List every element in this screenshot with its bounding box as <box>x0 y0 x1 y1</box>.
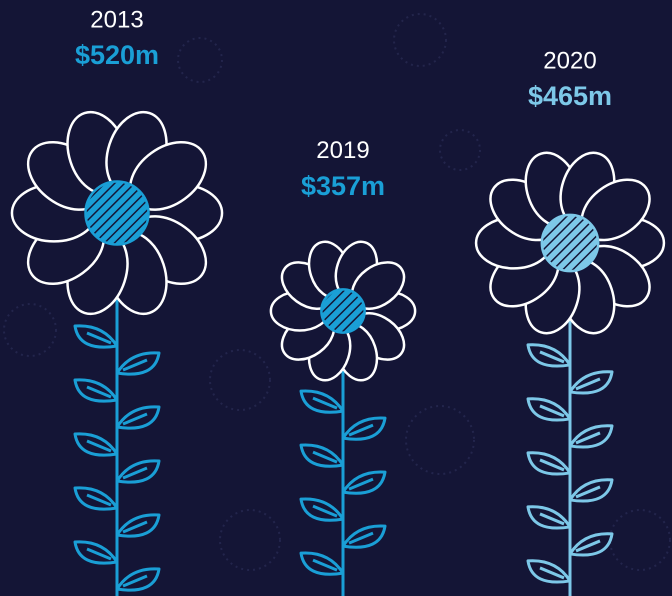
flower <box>12 104 222 321</box>
year-label: 2013 <box>90 6 143 33</box>
leaf <box>117 569 159 590</box>
leaf <box>528 399 570 420</box>
leaf <box>301 391 343 412</box>
chart: 2013 $520m 2019 $357m 2020 $465m <box>0 0 672 596</box>
leaf <box>570 426 612 447</box>
leaf <box>301 445 343 466</box>
flower <box>476 146 664 340</box>
leaf <box>343 472 385 493</box>
leaf <box>117 353 159 374</box>
leaf <box>301 553 343 574</box>
flower <box>271 236 415 385</box>
leaf <box>75 380 117 401</box>
leaf <box>528 453 570 474</box>
leaf <box>570 480 612 501</box>
leaf <box>117 407 159 428</box>
leaf <box>570 372 612 393</box>
leaf <box>528 561 570 582</box>
leaf <box>528 507 570 528</box>
leaf <box>301 499 343 520</box>
leaf <box>343 418 385 439</box>
value-label: $520m <box>75 40 159 70</box>
leaf <box>117 515 159 536</box>
year-label: 2020 <box>543 47 596 74</box>
leaf <box>570 534 612 555</box>
value-label: $357m <box>301 171 385 201</box>
page: {"chart_data": {"type": "pictograph", "c… <box>0 0 672 596</box>
leaf <box>343 526 385 547</box>
leaf <box>75 542 117 563</box>
leaf <box>75 434 117 455</box>
leaf <box>75 488 117 509</box>
leaf <box>528 345 570 366</box>
leaf <box>117 461 159 482</box>
leaf <box>75 326 117 347</box>
value-label: $465m <box>528 81 612 111</box>
year-label: 2019 <box>316 137 369 164</box>
